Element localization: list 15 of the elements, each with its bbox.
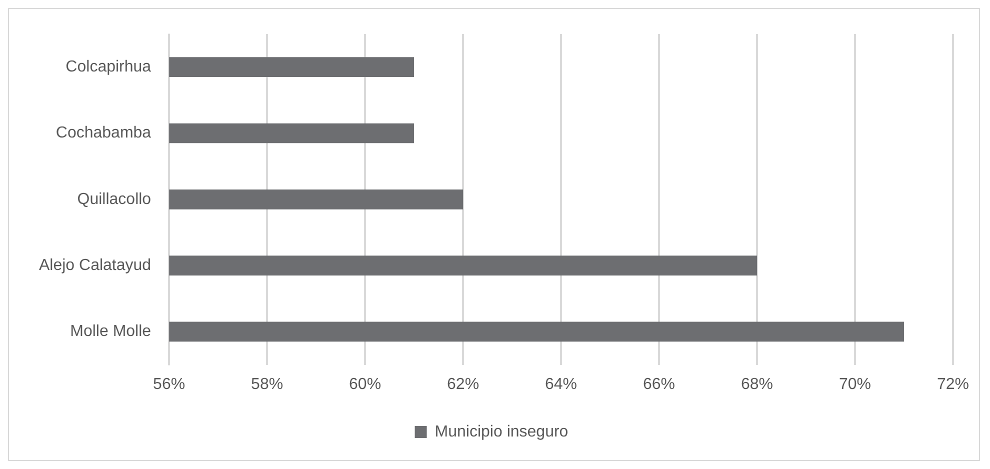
y-tick-label: Quillacollo	[77, 190, 152, 208]
x-tick-label: 66%	[643, 376, 676, 393]
legend-label: Municipio inseguro	[434, 423, 568, 440]
x-tick-label: 58%	[251, 376, 284, 393]
y-tick-label: Colcapirhua	[66, 58, 152, 76]
x-tick-label: 68%	[740, 376, 774, 393]
x-tick-label: 64%	[545, 376, 578, 393]
y-tick-label: Alejo Calatayud	[38, 256, 152, 274]
y-tick-label: Molle Molle	[70, 323, 152, 340]
x-tick-label: 62%	[447, 376, 480, 393]
x-tick-label: 70%	[838, 376, 872, 393]
y-tick-label: Cochabamba	[56, 124, 152, 142]
x-tick-label: 72%	[936, 376, 970, 393]
x-tick-label: 56%	[153, 376, 186, 393]
x-tick-label: 60%	[349, 376, 382, 393]
